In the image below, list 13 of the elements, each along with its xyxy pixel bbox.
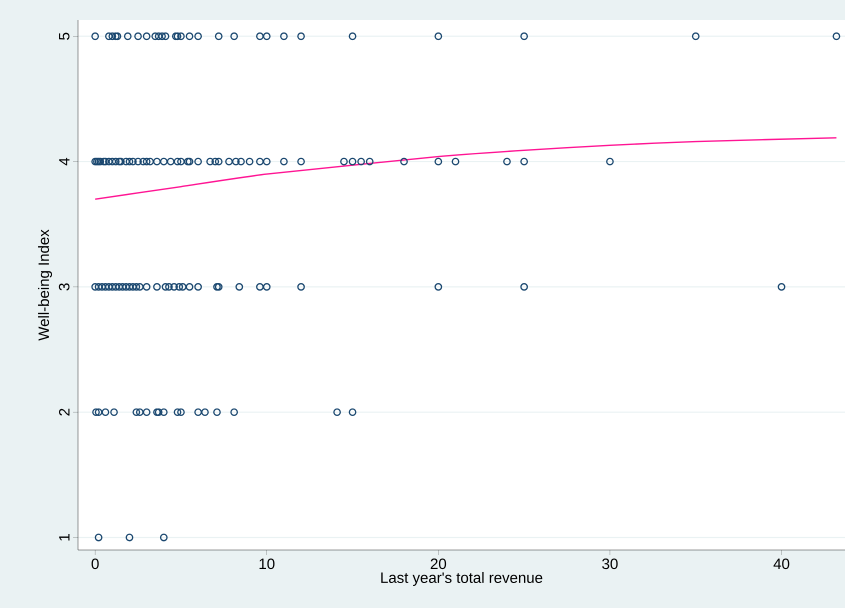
y-tick-label: 2 xyxy=(59,408,70,416)
y-tick-label: 5 xyxy=(59,32,70,40)
y-tick-label: 3 xyxy=(58,283,70,290)
x-tick-label: 30 xyxy=(602,558,618,570)
x-axis-title: Last year's total revenue xyxy=(381,572,542,586)
x-tick-label: 10 xyxy=(260,558,274,570)
x-tick-label: 0 xyxy=(92,558,99,570)
y-axis-title: Well-being Index xyxy=(38,229,52,341)
x-tick-label: 40 xyxy=(774,558,790,570)
y-tick-label: 1 xyxy=(59,534,70,540)
y-tick-label: 4 xyxy=(59,158,70,166)
x-tick-label: 20 xyxy=(430,558,446,570)
line-series xyxy=(94,137,838,200)
